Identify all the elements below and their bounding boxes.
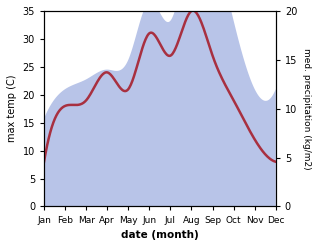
Y-axis label: max temp (C): max temp (C): [7, 75, 17, 143]
Y-axis label: med. precipitation (kg/m2): med. precipitation (kg/m2): [302, 48, 311, 169]
X-axis label: date (month): date (month): [121, 230, 199, 240]
